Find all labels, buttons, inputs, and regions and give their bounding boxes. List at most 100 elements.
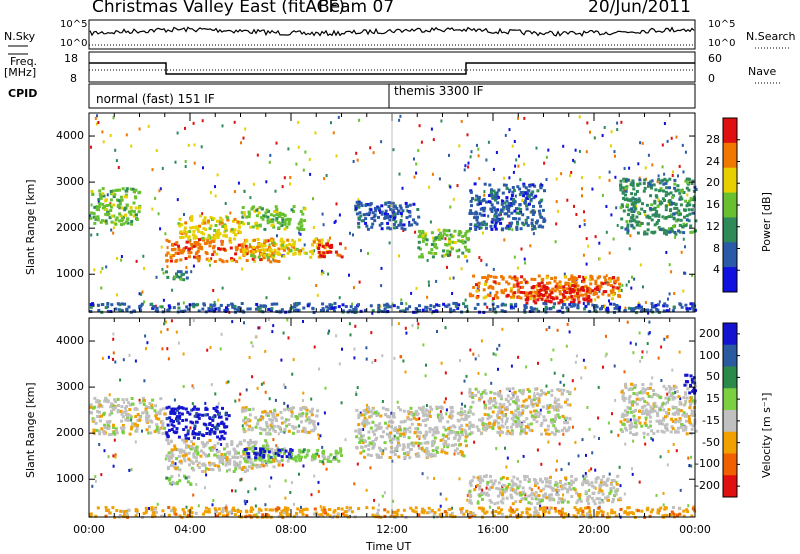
noise-pixel — [535, 409, 538, 413]
scatter-region — [619, 177, 698, 236]
range-cell — [511, 186, 515, 189]
range-cell — [104, 306, 108, 310]
noise-pixel — [381, 400, 384, 403]
range-cell — [192, 305, 196, 309]
noise-pixel — [428, 283, 430, 287]
range-cell — [519, 281, 523, 284]
range-cell — [278, 425, 281, 429]
range-cell — [228, 450, 232, 454]
noise-pixel — [461, 402, 463, 406]
range-cell — [544, 306, 548, 309]
nave-label: Nave — [748, 65, 777, 78]
range-cell — [528, 184, 532, 188]
range-cell — [432, 305, 436, 309]
noise-pixel — [445, 408, 448, 412]
range-cell — [161, 424, 165, 428]
range-cell — [478, 202, 482, 206]
range-cell — [329, 460, 333, 464]
noise-pixel — [356, 462, 359, 466]
range-cell — [243, 409, 247, 413]
range-cell — [321, 307, 325, 311]
range-cell — [125, 203, 129, 207]
range-cell — [546, 480, 550, 484]
range-cell — [527, 195, 531, 199]
range-cell — [114, 307, 118, 311]
range-cell — [388, 456, 392, 459]
noise-pixel — [240, 141, 242, 145]
range-cell — [664, 194, 668, 197]
noise-pixel — [564, 419, 567, 423]
range-cell — [101, 202, 105, 206]
range-cell — [212, 309, 216, 313]
noise-pixel — [684, 150, 687, 154]
range-cell — [167, 451, 171, 455]
range-cell — [608, 492, 612, 495]
range-cell — [490, 207, 494, 211]
range-cell — [548, 481, 552, 485]
range-cell — [627, 208, 631, 212]
noise-pixel — [480, 258, 483, 262]
noise-pixel — [525, 365, 528, 369]
range-cell — [218, 468, 221, 472]
range-cell — [444, 243, 448, 246]
range-cell — [338, 253, 342, 257]
range-cell — [133, 195, 137, 199]
range-cell — [312, 429, 316, 433]
range-cell — [262, 455, 266, 459]
range-cell — [521, 409, 525, 413]
range-cell — [504, 226, 508, 230]
range-cell — [518, 491, 522, 495]
range-cell — [470, 501, 473, 505]
range-cell — [531, 307, 535, 311]
noise-pixel — [417, 326, 420, 330]
range-cell — [265, 441, 269, 445]
range-cell — [486, 277, 490, 281]
noise-pixel — [166, 328, 169, 331]
range-cell — [469, 209, 473, 213]
range-cell — [419, 431, 423, 435]
range-cell — [378, 223, 382, 227]
range-cell — [563, 295, 567, 299]
range-cell — [132, 201, 136, 205]
range-cell — [493, 208, 497, 212]
range-cell — [213, 430, 217, 434]
noise-pixel — [379, 210, 381, 214]
range-cell — [307, 449, 311, 452]
noise-pixel — [302, 399, 304, 403]
range-cell — [478, 484, 482, 488]
noise-pixel — [515, 158, 518, 162]
range-cell — [456, 418, 460, 422]
range-cell — [205, 252, 209, 256]
noise-pixel — [670, 136, 673, 140]
range-cell — [168, 416, 172, 420]
beam-label: Beam 07 — [318, 0, 395, 17]
noise-pixel — [359, 411, 362, 415]
range-cell — [679, 212, 682, 216]
range-cell — [626, 226, 630, 230]
range-cell — [515, 211, 519, 215]
range-cell — [228, 458, 232, 462]
range-cell — [562, 388, 566, 392]
range-cell — [540, 432, 544, 436]
range-cell — [579, 293, 583, 297]
noise-pixel — [374, 359, 377, 362]
noise-pixel — [344, 438, 347, 442]
range-cell — [635, 215, 639, 219]
range-cell — [565, 297, 569, 301]
noise-pixel — [288, 276, 291, 280]
range-cell — [397, 424, 401, 428]
range-cell — [154, 414, 158, 418]
noise-pixel — [183, 213, 185, 216]
range-cell — [447, 242, 451, 246]
cpid-mode-2: themis 3300 IF — [394, 84, 484, 98]
range-cell — [201, 470, 204, 473]
range-cell — [425, 238, 429, 242]
range-cell — [510, 211, 514, 215]
range-cell — [691, 230, 695, 234]
range-cell — [492, 189, 496, 193]
range-cell — [261, 410, 265, 414]
range-cell — [271, 425, 275, 429]
noise-pixel — [692, 505, 695, 509]
noise-pixel — [574, 387, 577, 391]
noise-pixel — [329, 236, 331, 240]
